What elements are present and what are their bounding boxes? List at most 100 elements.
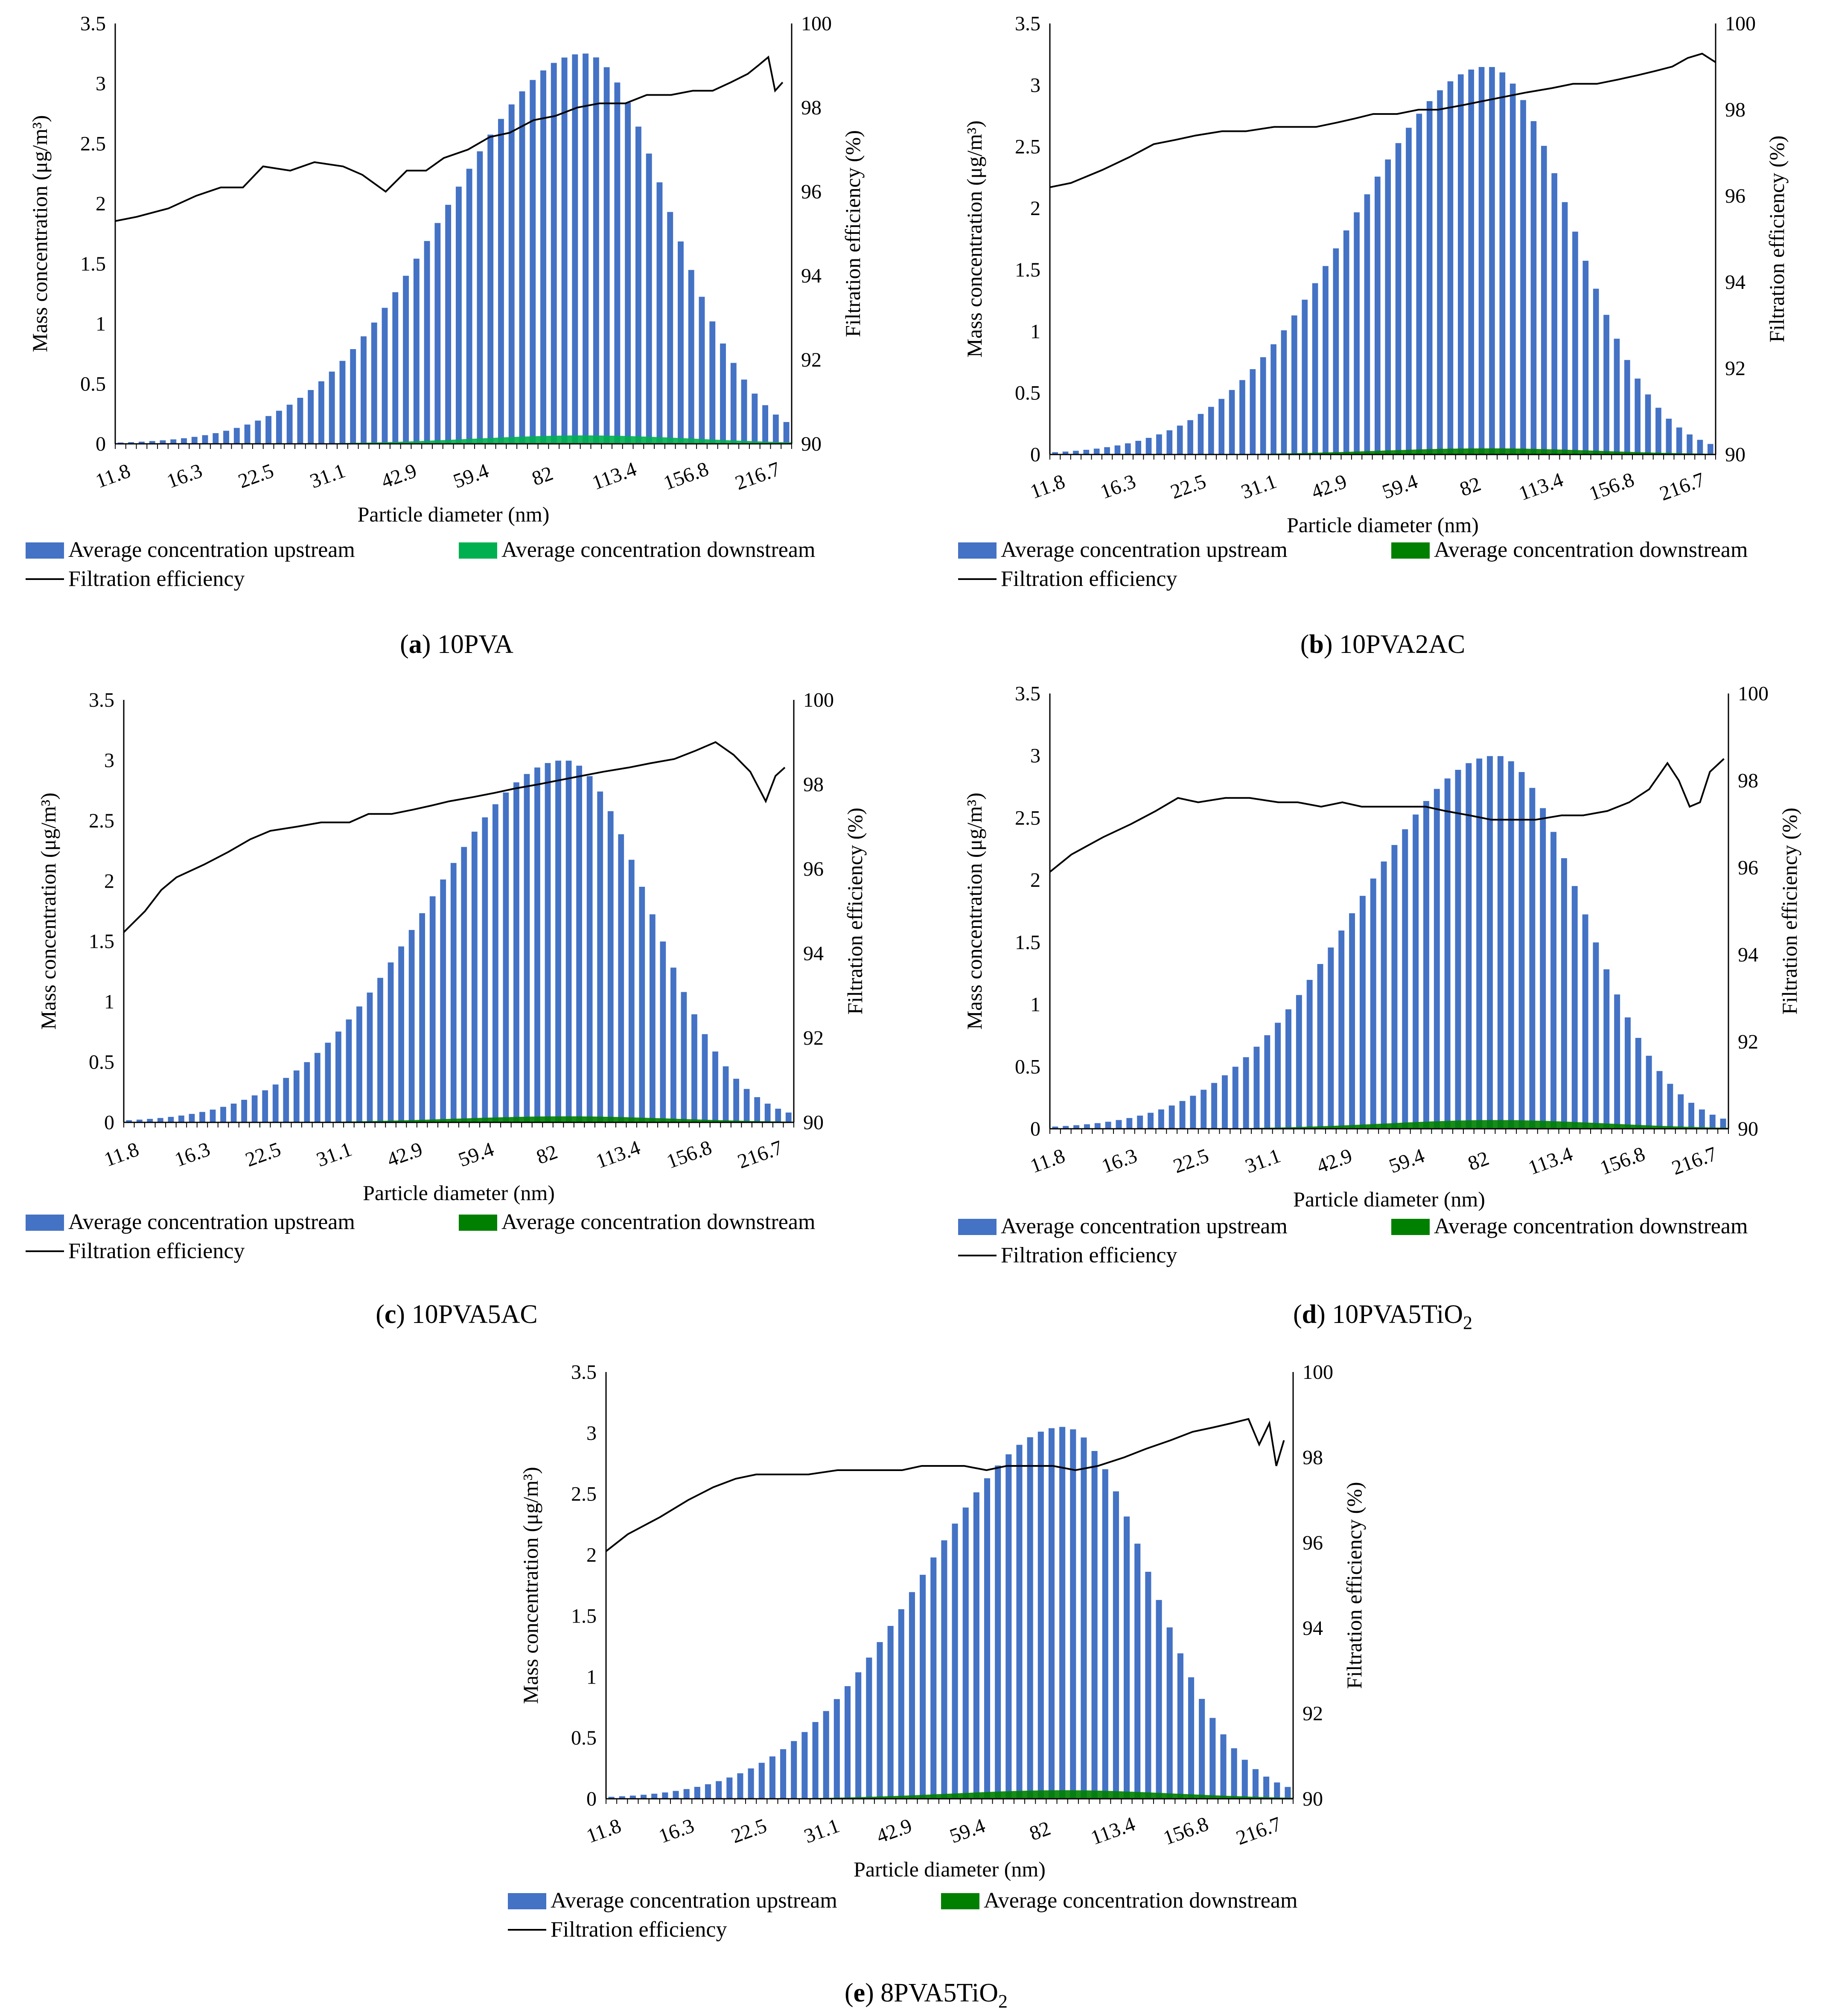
upstream-bar	[1125, 443, 1131, 454]
y-right-tick-label: 92	[1303, 1702, 1323, 1725]
upstream-bar	[1625, 1017, 1631, 1129]
upstream-bar	[1260, 357, 1266, 454]
upstream-bar	[1264, 1035, 1271, 1129]
upstream-bar	[519, 91, 525, 444]
y-left-axis-title: Mass concentration (μg/m³)	[962, 120, 986, 358]
x-tick-label: 31.1	[307, 459, 348, 493]
upstream-bar	[754, 1097, 761, 1122]
upstream-bar	[565, 760, 572, 1122]
upstream-bar	[445, 204, 452, 444]
upstream-bar	[683, 1789, 690, 1799]
y-left-tick-label: 3	[586, 1422, 597, 1445]
upstream-bar	[223, 431, 229, 444]
upstream-bar	[641, 1795, 647, 1799]
upstream-bar	[1296, 995, 1302, 1129]
upstream-bar	[482, 817, 488, 1122]
x-tick-label: 82	[1465, 1147, 1492, 1175]
y-right-tick-label: 90	[803, 1111, 824, 1134]
upstream-bar	[1073, 451, 1079, 454]
upstream-bar	[276, 411, 282, 444]
upstream-bar	[1699, 1109, 1705, 1129]
upstream-bar	[1499, 72, 1506, 455]
upstream-bar	[1281, 330, 1287, 454]
y-left-tick-label: 0.5	[80, 373, 106, 395]
y-right-tick-label: 94	[1725, 271, 1745, 294]
upstream-bar	[772, 414, 779, 444]
y-right-tick-label: 92	[1725, 357, 1745, 380]
upstream-bar	[1285, 1009, 1291, 1129]
y-left-tick-label: 0	[96, 433, 106, 455]
upstream-bar	[1137, 1116, 1143, 1129]
legend-swatch-upstream	[958, 1219, 997, 1235]
upstream-bar	[673, 1791, 679, 1799]
y-right-axis-title: Filtration efficiency (%)	[1778, 807, 1801, 1014]
upstream-bar	[1229, 390, 1235, 454]
upstream-bar	[1081, 1437, 1087, 1799]
upstream-bar	[471, 831, 478, 1122]
upstream-bar	[780, 1749, 787, 1799]
upstream-bar	[350, 349, 356, 444]
upstream-bar	[1423, 801, 1429, 1129]
y-left-tick-label: 0.5	[89, 1051, 114, 1074]
upstream-bar	[952, 1524, 958, 1799]
caption-name: 10PVA	[437, 630, 513, 659]
upstream-bar	[1169, 1105, 1175, 1129]
upstream-bar	[629, 1795, 636, 1799]
upstream-bar	[265, 416, 272, 444]
upstream-bar	[530, 80, 536, 444]
x-tick-label: 22.5	[242, 1138, 284, 1171]
y-left-tick-label: 1.5	[80, 253, 106, 275]
upstream-bar	[1188, 1677, 1195, 1799]
upstream-bar	[1487, 756, 1493, 1129]
x-tick-label: 22.5	[1170, 1144, 1212, 1178]
upstream-bar	[576, 766, 582, 1122]
upstream-bar	[117, 442, 124, 444]
upstream-bar	[1518, 772, 1525, 1129]
upstream-bar	[1593, 288, 1599, 454]
caption-letter: (	[1293, 1300, 1302, 1329]
legend-label-efficiency: Filtration efficiency	[1001, 1243, 1177, 1267]
x-tick-label: 82	[1026, 1817, 1053, 1845]
panel-caption: (a) 10PVA	[400, 630, 513, 659]
x-tick-label: 16.3	[1099, 1144, 1140, 1178]
legend: Average concentration upstream Average co…	[508, 1888, 1297, 1942]
upstream-bar	[1102, 1469, 1108, 1799]
upstream-bar	[1343, 230, 1349, 454]
upstream-bar	[1413, 814, 1419, 1129]
y-left-tick-label: 3.5	[1015, 682, 1040, 705]
y-right-tick-label: 92	[1738, 1031, 1758, 1053]
x-tick-label: 113.4	[593, 1136, 643, 1173]
panel-caption: (d) 10PVA5TiO2	[1293, 1300, 1472, 1333]
x-tick-label: 82	[533, 1140, 560, 1168]
upstream-bar	[293, 1070, 300, 1122]
y-right-tick-label: 98	[1725, 99, 1745, 121]
x-tick-label: 156.8	[1597, 1142, 1648, 1180]
legend-label-upstream: Average concentration upstream	[1001, 538, 1288, 562]
upstream-bar	[1447, 81, 1454, 454]
upstream-bar	[1497, 756, 1504, 1129]
upstream-bar	[1302, 300, 1308, 454]
upstream-bar	[752, 393, 758, 444]
upstream-bar	[762, 405, 769, 444]
y-right-tick-label: 96	[1725, 185, 1745, 207]
y-right-tick-label: 98	[803, 773, 824, 796]
y-left-tick-label: 3.5	[1015, 12, 1040, 35]
upstream-bar	[149, 441, 155, 444]
x-axis-title: Particle diameter (nm)	[854, 1857, 1046, 1881]
x-tick-label: 16.3	[164, 459, 205, 493]
x-tick-label: 59.4	[947, 1814, 988, 1848]
upstream-bar	[1187, 420, 1193, 454]
upstream-bar	[1614, 994, 1620, 1129]
upstream-bar	[1593, 942, 1599, 1129]
y-left-tick-label: 2.5	[571, 1483, 597, 1506]
upstream-bar	[583, 53, 589, 444]
y-right-tick-label: 100	[1725, 12, 1756, 35]
y-right-tick-label: 96	[803, 858, 824, 880]
caption-name: 8PVA5TiO	[880, 1978, 998, 2007]
x-tick-label: 113.4	[589, 457, 639, 494]
x-tick-label: 16.3	[172, 1138, 213, 1171]
upstream-bar	[455, 186, 462, 444]
upstream-bar	[314, 1053, 321, 1122]
upstream-bar	[898, 1609, 904, 1799]
